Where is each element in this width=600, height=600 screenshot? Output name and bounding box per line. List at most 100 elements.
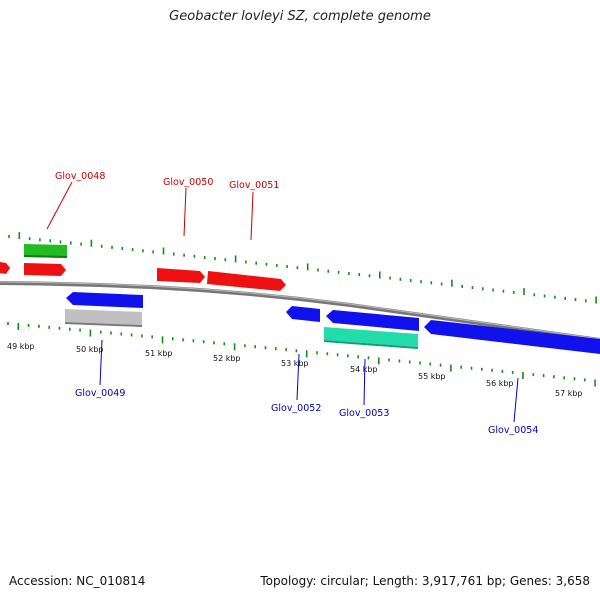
top-minor-tick bbox=[327, 269, 330, 273]
top-minor-tick bbox=[224, 258, 227, 262]
top-minor-tick bbox=[337, 270, 340, 274]
bottom-tick-track bbox=[7, 322, 596, 387]
top-minor-tick bbox=[28, 237, 31, 241]
bottom-major-tick bbox=[378, 357, 380, 365]
top-major-tick bbox=[18, 232, 21, 240]
bottom-major-tick bbox=[161, 336, 164, 344]
top-minor-tick bbox=[203, 256, 206, 259]
bottom-minor-tick bbox=[38, 324, 40, 328]
bottom-minor-tick bbox=[470, 366, 473, 370]
rna-feature-glov-0048[interactable] bbox=[24, 244, 67, 258]
bottom-minor-tick bbox=[357, 355, 359, 359]
bottom-minor-tick bbox=[275, 347, 277, 351]
scale-label: 57 kbp bbox=[555, 389, 583, 398]
gene-features bbox=[0, 244, 600, 354]
bottom-minor-tick bbox=[285, 348, 287, 352]
rna-feature-glov-0048-shade bbox=[24, 255, 67, 258]
scale-label: 51 kbp bbox=[145, 349, 173, 358]
gene-label-bottom[interactable]: Glov_0053 bbox=[339, 408, 389, 419]
gene-label-top[interactable]: Glov_0048 bbox=[55, 171, 105, 182]
scale-labels: 49 kbp 50 kbp 51 kbp 52 kbp 53 kbp 54 kbp 55 k… bbox=[7, 342, 583, 398]
top-minor-tick bbox=[512, 290, 515, 294]
top-minor-tick bbox=[440, 282, 443, 286]
genome-summary-text: Topology: circular; Length: 3,917,761 bp… bbox=[260, 574, 590, 588]
cds-forward-left-edge[interactable] bbox=[0, 262, 10, 274]
top-minor-tick bbox=[111, 245, 113, 249]
gene-labels: Glov_0048 Glov_0050 Glov_0051 Glov_0049 Glov… bbox=[46, 171, 538, 436]
top-minor-tick bbox=[255, 261, 257, 265]
top-major-tick bbox=[90, 239, 93, 247]
gene-label-bottom[interactable]: Glov_0049 bbox=[75, 388, 125, 399]
pseudo-feature-glov-0049[interactable] bbox=[65, 309, 142, 325]
gene-leader-line bbox=[513, 377, 519, 423]
bottom-minor-tick bbox=[223, 342, 226, 346]
bottom-minor-tick bbox=[491, 368, 493, 372]
scale-label: 56 kbp bbox=[486, 379, 514, 388]
gene-label-top[interactable]: Glov_0051 bbox=[229, 180, 279, 191]
top-minor-tick bbox=[554, 295, 556, 299]
bottom-minor-tick bbox=[347, 354, 349, 358]
top-major-tick bbox=[595, 296, 597, 304]
cds-reverse-glov-0049[interactable] bbox=[66, 292, 143, 308]
cds-reverse-glov-0053[interactable] bbox=[326, 310, 419, 331]
misc-feature-shade bbox=[324, 340, 418, 349]
bottom-major-tick bbox=[450, 364, 452, 372]
bottom-minor-tick bbox=[553, 375, 555, 379]
bottom-minor-tick bbox=[110, 331, 112, 335]
cds-forward-glov-0048[interactable] bbox=[24, 263, 66, 276]
bottom-minor-tick bbox=[254, 345, 256, 349]
gene-leader-line bbox=[296, 353, 300, 401]
bottom-minor-tick bbox=[429, 362, 432, 366]
bottom-minor-tick bbox=[192, 339, 195, 343]
gene-leader-line bbox=[99, 339, 103, 386]
top-minor-tick bbox=[492, 288, 494, 292]
gene-label-bottom[interactable]: Glov_0054 bbox=[488, 425, 538, 436]
top-minor-tick bbox=[317, 268, 319, 272]
top-minor-tick bbox=[368, 274, 371, 278]
top-minor-tick bbox=[564, 296, 566, 300]
bottom-minor-tick bbox=[130, 333, 133, 337]
bottom-minor-tick bbox=[27, 323, 30, 327]
bottom-minor-tick bbox=[213, 341, 215, 345]
gene-leader-line bbox=[46, 181, 73, 230]
bottom-minor-tick bbox=[120, 332, 123, 336]
bottom-minor-tick bbox=[481, 367, 483, 371]
gene-label-bottom[interactable]: Glov_0052 bbox=[271, 403, 321, 414]
top-minor-tick bbox=[389, 276, 391, 280]
bottom-minor-tick bbox=[316, 351, 318, 355]
misc-feature-glov-0053[interactable] bbox=[324, 327, 418, 347]
bottom-minor-tick bbox=[202, 340, 205, 344]
bottom-minor-tick bbox=[542, 374, 545, 378]
cds-forward-glov-0050[interactable] bbox=[157, 268, 205, 283]
bottom-minor-tick bbox=[419, 361, 421, 365]
bottom-minor-tick bbox=[58, 326, 61, 330]
top-minor-tick bbox=[585, 299, 587, 303]
top-minor-tick bbox=[296, 266, 299, 270]
top-minor-tick bbox=[348, 272, 350, 275]
bottom-minor-tick bbox=[388, 358, 390, 362]
bottom-minor-tick bbox=[532, 373, 535, 377]
bottom-minor-tick bbox=[326, 352, 329, 356]
cds-reverse-glov-0052[interactable] bbox=[286, 306, 320, 322]
bottom-major-tick bbox=[305, 350, 308, 358]
bottom-minor-tick bbox=[151, 335, 153, 339]
gene-label-top[interactable]: Glov_0050 bbox=[163, 177, 213, 188]
scale-label: 54 kbp bbox=[350, 365, 378, 374]
top-minor-tick bbox=[286, 265, 288, 269]
bottom-major-tick bbox=[89, 329, 92, 337]
top-minor-tick bbox=[245, 260, 247, 264]
bottom-minor-tick bbox=[336, 353, 339, 357]
bottom-major-tick bbox=[233, 343, 236, 351]
cds-reverse-glov-0054[interactable] bbox=[424, 320, 600, 354]
bottom-major-tick bbox=[594, 379, 596, 387]
bottom-minor-tick bbox=[141, 334, 143, 338]
top-minor-tick bbox=[276, 263, 278, 267]
pseudo-feature-shade bbox=[65, 322, 142, 327]
top-minor-tick bbox=[131, 248, 134, 252]
bottom-minor-tick bbox=[295, 349, 298, 353]
top-minor-tick bbox=[265, 262, 268, 266]
bottom-minor-tick bbox=[408, 360, 411, 364]
cds-forward-glov-0051[interactable] bbox=[207, 271, 286, 291]
top-minor-tick bbox=[574, 298, 577, 302]
